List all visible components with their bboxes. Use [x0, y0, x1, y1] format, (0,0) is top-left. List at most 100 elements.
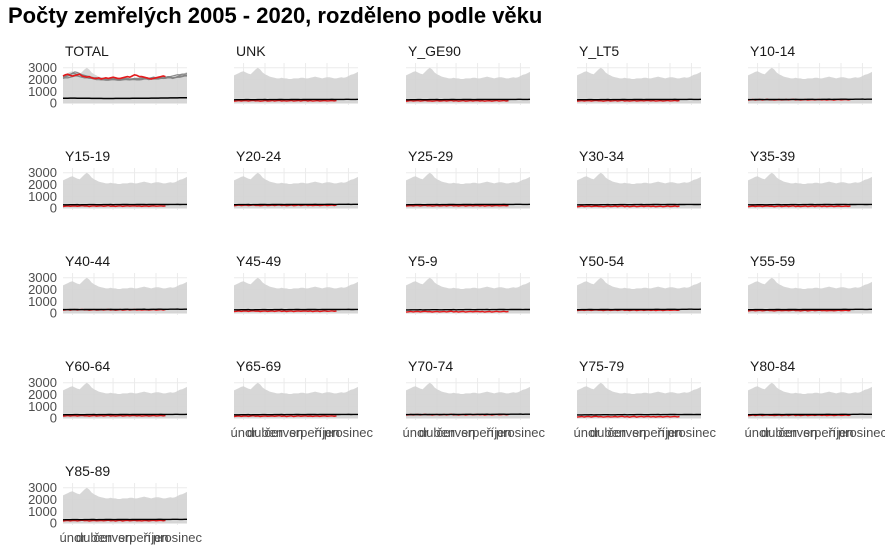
facet-label: Y45-49: [236, 253, 281, 269]
reference-line: [406, 309, 530, 310]
facet-label: Y50-54: [579, 253, 624, 269]
facet-panel: Y_LT5: [577, 43, 701, 105]
facet-label: Y55-59: [750, 253, 795, 269]
facet-panel: Y30-34: [577, 148, 701, 210]
historic-band: [748, 383, 872, 419]
historic-band: [406, 383, 530, 419]
reference-line: [406, 414, 530, 415]
facet-label: TOTAL: [65, 43, 109, 59]
historic-band: [234, 278, 358, 314]
current-year-line: [406, 205, 509, 206]
facet-label: Y_LT5: [579, 43, 619, 59]
reference-line: [234, 204, 358, 205]
facet-label: Y25-29: [408, 148, 453, 164]
historic-band: [748, 68, 872, 104]
historic-band: [406, 173, 530, 209]
facet-label: Y5-9: [408, 253, 438, 269]
facet-panel: Y55-59: [748, 253, 872, 315]
historic-band: [577, 173, 701, 209]
reference-line: [63, 519, 187, 520]
y-tick-label: 3000: [28, 480, 57, 495]
historic-band: [577, 68, 701, 104]
historic-band: [234, 383, 358, 419]
facet-panel: UNK: [234, 43, 358, 105]
facet-label: Y_GE90: [408, 43, 461, 59]
x-tick-label: prosinec: [667, 425, 717, 440]
historic-band: [63, 488, 187, 524]
historic-band: [234, 68, 358, 104]
current-year-line: [406, 100, 509, 101]
facet-label: Y35-39: [750, 148, 795, 164]
current-year-line: [577, 416, 680, 417]
facet-label: Y60-64: [65, 358, 110, 374]
facet-panel: Y10-14: [748, 43, 872, 105]
facet-label: Y70-74: [408, 358, 453, 374]
historic-band: [63, 278, 187, 314]
reference-line: [577, 99, 701, 100]
x-tick-label: prosinec: [324, 425, 374, 440]
reference-line: [234, 99, 358, 100]
current-year-line: [577, 100, 680, 101]
x-tick-label: prosinec: [496, 425, 546, 440]
facet-panel: Y_GE90: [406, 43, 530, 105]
facet-label: Y80-84: [750, 358, 795, 374]
reference-line: [234, 309, 358, 310]
historic-band: [63, 383, 187, 419]
historic-band: [577, 278, 701, 314]
historic-band: [748, 278, 872, 314]
historic-band: [406, 68, 530, 104]
reference-line: [63, 414, 187, 415]
current-year-line: [234, 311, 337, 312]
current-year-line: [577, 206, 680, 207]
reference-line: [234, 414, 358, 415]
x-tick-label: prosinec: [153, 530, 203, 545]
facet-panel: Y75-79únordubenčervensrpenříjenprosinec: [574, 358, 717, 440]
facet-label: Y15-19: [65, 148, 110, 164]
reference-line: [577, 204, 701, 205]
current-year-line: [234, 100, 337, 101]
reference-line: [406, 99, 530, 100]
facet-panel: Y5-9: [406, 253, 530, 315]
facet-label: Y75-79: [579, 358, 624, 374]
reference-line: [577, 414, 701, 415]
current-year-line: [63, 415, 166, 416]
current-year-line: [748, 206, 851, 207]
historic-band: [577, 383, 701, 419]
current-year-line: [406, 311, 509, 312]
facet-label: Y65-69: [236, 358, 281, 374]
reference-line: [63, 204, 187, 205]
reference-line: [748, 99, 872, 100]
x-tick-label: prosinec: [838, 425, 885, 440]
reference-line: [748, 414, 872, 415]
facet-label: Y10-14: [750, 43, 795, 59]
facet-label: UNK: [236, 43, 266, 59]
facet-panel: Y20-24: [234, 148, 358, 210]
reference-line: [63, 98, 187, 99]
facet-label: Y85-89: [65, 463, 110, 479]
reference-line: [577, 309, 701, 310]
reference-line: [63, 309, 187, 310]
facet-label: Y20-24: [236, 148, 281, 164]
facet-label: Y40-44: [65, 253, 110, 269]
historic-band: [234, 173, 358, 209]
y-tick-label: 3000: [28, 165, 57, 180]
historic-band: [63, 173, 187, 209]
facet-panel: Y50-54: [577, 253, 701, 315]
facet-panel: Y25-29: [406, 148, 530, 210]
facet-panel: Y35-39: [748, 148, 872, 210]
reference-line: [406, 204, 530, 205]
historic-band: [748, 173, 872, 209]
historic-band: [406, 278, 530, 314]
y-tick-label: 3000: [28, 270, 57, 285]
y-tick-label: 3000: [28, 375, 57, 390]
current-year-line: [234, 416, 337, 417]
y-tick-label: 3000: [28, 60, 57, 75]
